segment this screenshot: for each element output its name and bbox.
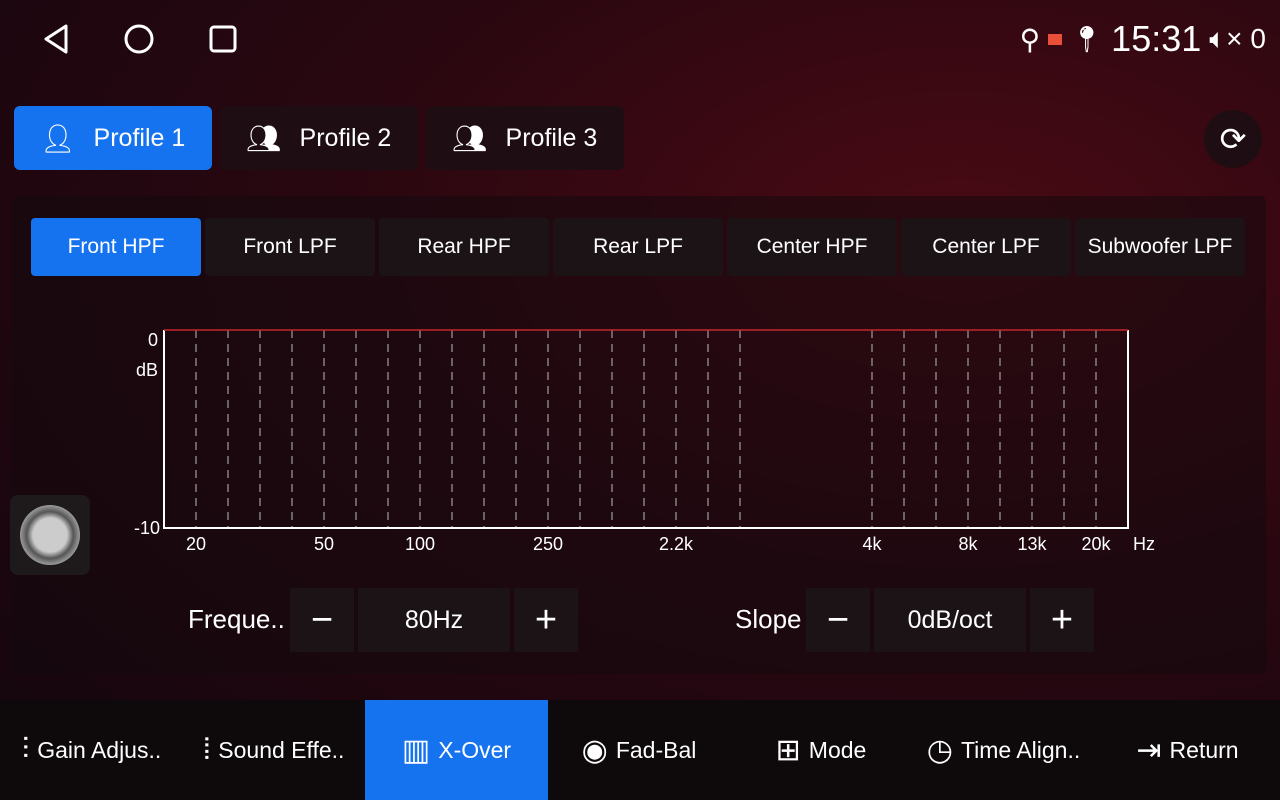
nav-label: Gain Adjus.. — [37, 736, 162, 763]
nav-item[interactable]: ⦙ Sound Effe.. — [183, 700, 365, 800]
y-top-label: 0 — [148, 330, 158, 350]
volume-mute-icon: 🔈︎× — [1209, 22, 1243, 54]
x-unit-label: Hz — [1133, 534, 1155, 554]
nav-label: X-Over — [438, 736, 512, 763]
nav-label: Mode — [808, 736, 867, 763]
nav-label: Sound Effe.. — [218, 736, 345, 763]
filter-tab[interactable]: Rear LPF — [553, 218, 723, 276]
x-tick-label: 13k — [1017, 534, 1047, 554]
nav-label: Fad-Bal — [615, 736, 697, 763]
filter-tab[interactable]: Rear HPF — [379, 218, 549, 276]
frequency-value: 80Hz — [358, 588, 510, 652]
filter-tab[interactable]: Front LPF — [205, 218, 375, 276]
graph-axes — [163, 330, 1129, 529]
slope-label: Slope — [735, 604, 802, 634]
x-tick-label: 4k — [862, 534, 882, 554]
filter-tab[interactable]: Center LPF — [901, 218, 1071, 276]
floating-assist-button[interactable] — [10, 495, 90, 575]
x-tick-label: 250 — [533, 534, 563, 554]
users-icon: 👥︎ — [246, 122, 282, 154]
recents-icon[interactable] — [206, 22, 240, 56]
profile-tab-2[interactable]: 👥︎ Profile 2 — [220, 106, 418, 170]
return-icon: ⇥ — [1136, 733, 1162, 767]
profile-label: Profile 3 — [505, 123, 598, 152]
timer-icon: ◷ — [926, 733, 953, 767]
y-bottom-label: -10 — [134, 518, 160, 538]
nav-item[interactable]: ⊞ Mode — [730, 700, 912, 800]
x-tick-label: 50 — [314, 534, 334, 554]
frequency-decrease-button[interactable]: − — [290, 588, 354, 652]
cast-icon — [1048, 33, 1063, 45]
nav-item[interactable]: ◉ Fad-Bal — [548, 700, 730, 800]
assist-ball-icon — [20, 505, 80, 565]
usb-icon: ⚲ — [1019, 23, 1041, 55]
nav-item[interactable]: ⫶ Gain Adjus.. — [0, 700, 183, 800]
filter-tab[interactable]: Center HPF — [727, 218, 897, 276]
profile-tab-3[interactable]: 👥︎ Profile 3 — [426, 106, 624, 170]
nav-item[interactable]: ◷ Time Align.. — [912, 700, 1095, 800]
profile-label: Profile 1 — [93, 123, 186, 152]
x-tick-label: 20 — [186, 534, 206, 554]
nav-label: Time Align.. — [960, 736, 1081, 763]
home-icon[interactable] — [122, 22, 156, 56]
x-tick-label: 2.2k — [659, 534, 694, 554]
filter-tab[interactable]: Subwoofer LPF — [1075, 218, 1245, 276]
waveform-icon: ⦙ — [203, 733, 211, 766]
volume-level: 0 — [1250, 23, 1266, 54]
sliders-icon: ⫶ — [21, 733, 30, 766]
frequency-increase-button[interactable]: + — [514, 588, 578, 652]
status-bar: ⚲ 📍︎ 15:31 🔈︎× 0 — [1020, 18, 1266, 60]
crossover-graph: 0 dB -10 Hz 20 50 100 250 2.2k 4k 8k 13k 20k — [134, 329, 1155, 554]
x-tick-label: 8k — [958, 534, 978, 554]
surround-icon: ◉ — [581, 733, 608, 767]
location-icon: 📍︎ — [1070, 23, 1104, 54]
x-tick-label: 100 — [405, 534, 435, 554]
nav-item[interactable]: ▥ X-Over — [365, 700, 548, 800]
frequency-label: Freque.. — [188, 604, 285, 634]
filter-tab[interactable]: Front HPF — [31, 218, 201, 276]
slope-increase-button[interactable]: + — [1030, 588, 1094, 652]
profile-label: Profile 2 — [299, 123, 392, 152]
slope-value: 0dB/oct — [874, 588, 1026, 652]
clock: 15:31 — [1111, 18, 1202, 59]
y-unit-label: dB — [136, 360, 158, 380]
back-icon[interactable] — [40, 22, 74, 56]
nav-label: Return — [1169, 736, 1239, 763]
equalizer-icon: ▥ — [401, 733, 431, 767]
nav-item[interactable]: ⇥ Return — [1095, 700, 1280, 800]
user-icon: 👤︎ — [40, 122, 76, 154]
slope-decrease-button[interactable]: − — [806, 588, 870, 652]
x-tick-label: 20k — [1081, 534, 1111, 554]
refresh-icon: ⟳ — [1219, 121, 1247, 157]
group-icon: 👥︎ — [452, 122, 488, 154]
profile-tab-1[interactable]: 👤︎ Profile 1 — [14, 106, 212, 170]
mode-icon: ⊞ — [775, 733, 801, 767]
reset-button[interactable]: ⟳ — [1204, 110, 1262, 168]
bottom-nav: ⫶ Gain Adjus.. ⦙ Sound Effe.. ▥ X-Over ◉ Fad-Ba… — [0, 700, 1280, 800]
